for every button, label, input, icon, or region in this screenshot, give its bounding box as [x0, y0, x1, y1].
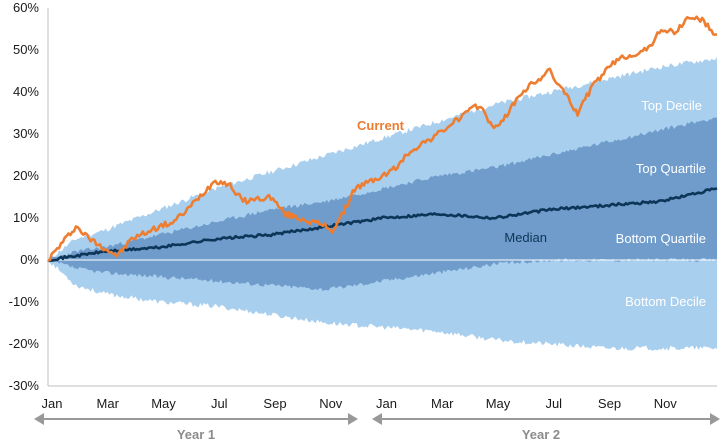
labels-layer: Top Decile Top Quartile Bottom Quartile Bot…	[357, 98, 706, 309]
year2-arrow-head-right	[710, 413, 720, 425]
median-label: Median	[504, 230, 547, 245]
x-tick-label: May	[151, 396, 176, 411]
x-tick-label: May	[486, 396, 511, 411]
year1-label: Year 1	[177, 427, 215, 442]
bottom-decile-label: Bottom Decile	[625, 294, 706, 309]
y-tick-label: -10%	[9, 294, 40, 309]
x-tick-label: Nov	[654, 396, 678, 411]
x-tick-label: Mar	[97, 396, 120, 411]
current-label: Current	[357, 118, 405, 133]
year1-arrow-head-right	[348, 413, 358, 425]
x-tick-label: Jul	[211, 396, 228, 411]
bands-layer	[48, 56, 717, 351]
y-tick-label: 10%	[13, 210, 39, 225]
y-tick-label: 40%	[13, 84, 39, 99]
lines-layer	[47, 15, 718, 263]
y-tick-label: 0%	[20, 252, 39, 267]
x-tick-label: Sep	[263, 396, 286, 411]
bottom-quartile-label: Bottom Quartile	[616, 231, 706, 246]
current-line	[47, 15, 718, 262]
axes-layer: 60%50%40%30%20%10%0%-10%-20%-30%Jan Mar Ma…	[9, 0, 720, 442]
year2-label: Year 2	[522, 427, 560, 442]
top-quartile-label: Top Quartile	[636, 161, 706, 176]
year2-arrow-head-left	[372, 413, 382, 425]
x-tick-label: Jan	[42, 396, 63, 411]
x-tick-label: Mar	[431, 396, 454, 411]
y-tick-label: 20%	[13, 168, 39, 183]
y-tick-label: 50%	[13, 42, 39, 57]
x-tick-label: Sep	[598, 396, 621, 411]
y-tick-label: -30%	[9, 378, 40, 393]
y-tick-label: 60%	[13, 0, 39, 15]
year1-arrow-head-left	[34, 413, 44, 425]
top-decile-label: Top Decile	[641, 98, 702, 113]
median-line	[47, 187, 718, 263]
y-tick-label: 30%	[13, 126, 39, 141]
y-tick-label: -20%	[9, 336, 40, 351]
x-tick-label: Jan	[376, 396, 397, 411]
x-tick-label: Nov	[319, 396, 343, 411]
quartile-band	[48, 117, 717, 292]
x-tick-label: Jul	[545, 396, 562, 411]
